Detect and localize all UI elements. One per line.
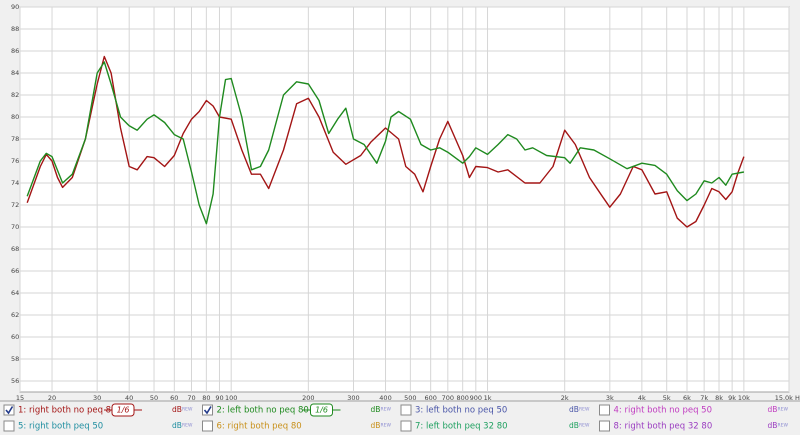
unit-note: REW bbox=[381, 423, 392, 429]
trace-checkbox[interactable] bbox=[599, 404, 610, 416]
x-tick-label: 200 bbox=[302, 394, 314, 402]
x-tick-label: 8k bbox=[715, 394, 723, 402]
x-tick-label: 700 bbox=[442, 394, 454, 402]
trace-checkbox[interactable] bbox=[3, 420, 15, 432]
trace-line bbox=[26, 61, 745, 225]
trace-label[interactable]: 1: right both no peq 80 bbox=[18, 406, 117, 416]
y-tick-label: 72 bbox=[11, 201, 19, 209]
unit-label[interactable]: dB bbox=[768, 421, 778, 430]
y-tick-label: 58 bbox=[11, 355, 19, 363]
x-tick-label: 2k bbox=[561, 394, 569, 402]
x-tick-label: 40 bbox=[125, 394, 133, 402]
unit-label[interactable]: dB bbox=[172, 421, 182, 430]
x-tick-label: 500 bbox=[404, 394, 416, 402]
y-tick-label: 84 bbox=[11, 69, 19, 77]
unit-label[interactable]: dB bbox=[569, 421, 579, 430]
unit-label[interactable]: dB bbox=[371, 405, 381, 414]
check-mark bbox=[5, 406, 14, 415]
x-tick-label: 7k bbox=[700, 394, 708, 402]
y-tick-label: 90 bbox=[11, 3, 19, 11]
unit-label[interactable]: dB bbox=[569, 405, 579, 414]
trace-line bbox=[26, 55, 745, 228]
unit-note: REW bbox=[579, 423, 590, 429]
unit-note: REW bbox=[381, 407, 392, 413]
smoothing-label: 1/6 bbox=[315, 406, 328, 415]
y-tick-label: 66 bbox=[11, 267, 19, 275]
trace-checkbox[interactable] bbox=[599, 420, 610, 432]
x-tick-label: 6k bbox=[683, 394, 691, 402]
y-tick-label: 86 bbox=[11, 47, 19, 55]
trace-label[interactable]: 5: right both peq 50 bbox=[18, 422, 103, 432]
x-tick-label: 9k bbox=[728, 394, 736, 402]
trace-label[interactable]: 7: left both peq 32 80 bbox=[415, 422, 508, 432]
x-tick-label: 50 bbox=[150, 394, 158, 402]
x-tick-label: 4k bbox=[638, 394, 646, 402]
trace-checkbox[interactable] bbox=[400, 404, 412, 416]
smoothing-label: 1/6 bbox=[117, 406, 130, 415]
unit-label[interactable]: dB bbox=[371, 421, 381, 430]
x-tick-label: 400 bbox=[379, 394, 391, 402]
x-tick-label: 1k bbox=[484, 394, 492, 402]
unit-label[interactable]: dB bbox=[172, 405, 182, 414]
x-tick-label: 70 bbox=[187, 394, 195, 402]
y-tick-label: 56 bbox=[11, 377, 19, 385]
unit-note: REW bbox=[778, 407, 789, 413]
unit-label[interactable]: dB bbox=[768, 405, 778, 414]
x-tick-label: 3k bbox=[606, 394, 614, 402]
unit-note: REW bbox=[579, 407, 590, 413]
y-tick-label: 80 bbox=[11, 113, 19, 121]
y-tick-label: 78 bbox=[11, 135, 19, 143]
trace-checkbox[interactable] bbox=[3, 404, 15, 416]
unit-note: REW bbox=[182, 407, 193, 413]
trace-label[interactable]: 4: right both no peq 50 bbox=[614, 406, 713, 416]
x-tick-label: 30 bbox=[93, 394, 101, 402]
trace-checkbox[interactable] bbox=[400, 420, 412, 432]
x-tick-label: 600 bbox=[424, 394, 436, 402]
plot-area bbox=[19, 6, 790, 393]
x-tick-label: 300 bbox=[347, 394, 359, 402]
y-tick-label: 68 bbox=[11, 245, 19, 253]
x-tick-label: 60 bbox=[170, 394, 178, 402]
x-tick-label: 100 bbox=[225, 394, 237, 402]
y-tick-label: 64 bbox=[11, 289, 19, 297]
x-tick-label: 90 bbox=[215, 394, 223, 402]
x-tick-label: 80 bbox=[202, 394, 210, 402]
trace-checkbox[interactable] bbox=[202, 420, 213, 432]
x-tick-label: 10k bbox=[738, 394, 750, 402]
x-tick-label: 15 bbox=[16, 394, 24, 402]
y-tick-label: 70 bbox=[11, 223, 19, 231]
y-tick-label: 88 bbox=[11, 25, 19, 33]
unit-note: REW bbox=[778, 423, 789, 429]
y-tick-label: 62 bbox=[11, 311, 19, 319]
x-tick-label: 800 bbox=[456, 394, 468, 402]
y-tick-label: 82 bbox=[11, 91, 19, 99]
x-tick-label: 900 bbox=[470, 394, 482, 402]
trace-label[interactable]: 2: left both no peq 80 bbox=[217, 406, 309, 416]
unit-note: REW bbox=[182, 423, 193, 429]
x-tick-label: 15.0k Hz bbox=[775, 394, 800, 402]
trace-label[interactable]: 3: left both no peq 50 bbox=[415, 406, 507, 416]
x-tick-label: 5k bbox=[663, 394, 671, 402]
y-tick-label: 76 bbox=[11, 157, 19, 165]
check-mark bbox=[203, 406, 212, 415]
y-tick-label: 74 bbox=[11, 179, 19, 187]
trace-checkbox[interactable] bbox=[202, 404, 213, 416]
x-tick-label: 20 bbox=[48, 394, 56, 402]
trace-label[interactable]: 8: right both peq 32 80 bbox=[614, 422, 713, 432]
trace-label[interactable]: 6: right both peq 80 bbox=[217, 422, 302, 432]
y-tick-label: 60 bbox=[11, 333, 19, 341]
